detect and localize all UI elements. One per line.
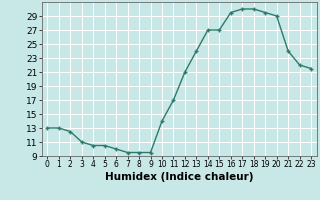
X-axis label: Humidex (Indice chaleur): Humidex (Indice chaleur) <box>105 172 253 182</box>
